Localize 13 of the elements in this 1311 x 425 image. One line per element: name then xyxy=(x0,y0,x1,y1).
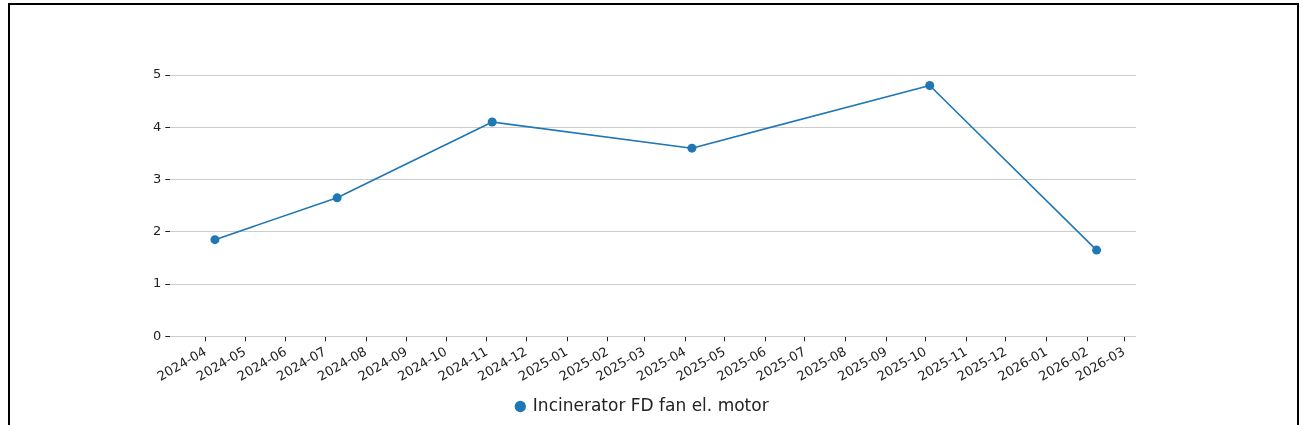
y-tick-label: 4 xyxy=(152,118,162,134)
y-tick-label: 5 xyxy=(152,66,162,82)
point xyxy=(487,117,497,127)
point xyxy=(925,80,935,90)
point xyxy=(210,235,220,245)
y-tick-label: 1 xyxy=(152,275,162,291)
y-tick-label: 3 xyxy=(152,170,162,186)
point xyxy=(687,143,697,153)
point xyxy=(1092,245,1102,255)
point xyxy=(332,193,342,203)
y-tick-label: 0 xyxy=(152,327,162,343)
y-tick-label: 2 xyxy=(152,223,162,239)
legend-label: Incinerator FD fan el. motor xyxy=(532,394,769,415)
